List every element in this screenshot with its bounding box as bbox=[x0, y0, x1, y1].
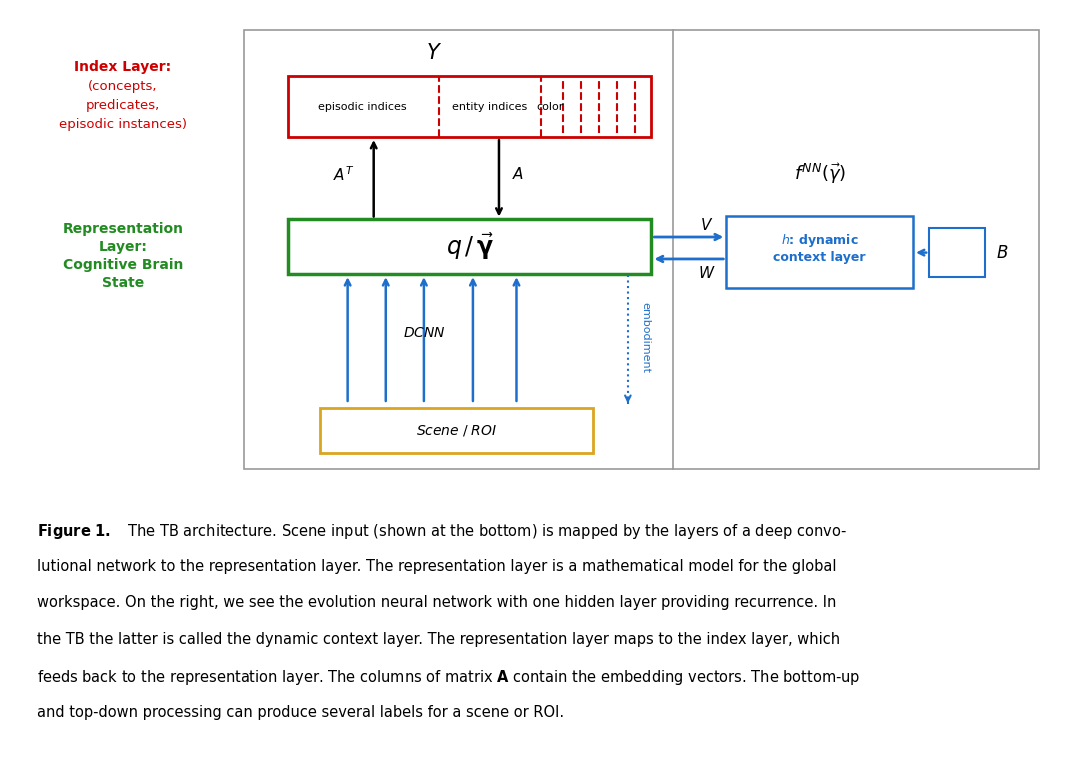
Text: entity indices: entity indices bbox=[452, 101, 528, 112]
Bar bbox=[288, 76, 651, 137]
Text: predicates,: predicates, bbox=[85, 99, 160, 113]
Bar bbox=[320, 408, 593, 453]
Bar bbox=[288, 219, 651, 274]
Text: $f^{NN}(\vec{\gamma})$: $f^{NN}(\vec{\gamma})$ bbox=[794, 162, 846, 186]
Text: the TB the latter is called the dynamic context layer. The representation layer : the TB the latter is called the dynamic … bbox=[37, 632, 841, 647]
Text: Cognitive Brain: Cognitive Brain bbox=[63, 258, 183, 272]
Text: episodic indices: episodic indices bbox=[318, 101, 407, 112]
Text: $\mathit{DCNN}$: $\mathit{DCNN}$ bbox=[403, 326, 445, 341]
Text: episodic instances): episodic instances) bbox=[59, 118, 187, 132]
Text: embodiment: embodiment bbox=[641, 302, 650, 373]
Text: $\bf{Figure\ 1.}$   The TB architecture. Scene input (shown at the bottom) is ma: $\bf{Figure\ 1.}$ The TB architecture. S… bbox=[37, 522, 847, 541]
Text: lutional network to the representation layer. The representation layer is a math: lutional network to the representation l… bbox=[37, 559, 837, 574]
Text: Layer:: Layer: bbox=[98, 240, 147, 254]
Text: $\mathit{Scene\;/\;ROI}$: $\mathit{Scene\;/\;ROI}$ bbox=[417, 423, 497, 438]
Bar bbox=[929, 228, 985, 277]
Text: $\mathit{h}$: dynamic
context layer: $\mathit{h}$: dynamic context layer bbox=[773, 232, 866, 264]
Text: and top-down processing can produce several labels for a scene or ROI.: and top-down processing can produce seve… bbox=[37, 705, 565, 720]
Text: State: State bbox=[101, 277, 144, 290]
Bar bbox=[726, 216, 913, 288]
Text: $A$: $A$ bbox=[512, 167, 524, 182]
Bar bbox=[244, 30, 1039, 469]
Text: $\mathit{W}$: $\mathit{W}$ bbox=[698, 264, 716, 280]
Text: $\mathbf{\mathit{q}}\,/\,\vec{\mathbf{\gamma}}$: $\mathbf{\mathit{q}}\,/\,\vec{\mathbf{\g… bbox=[445, 232, 494, 262]
Text: Representation: Representation bbox=[62, 222, 184, 235]
Text: Index Layer:: Index Layer: bbox=[75, 60, 171, 74]
Text: $\mathit{Y}$: $\mathit{Y}$ bbox=[425, 43, 442, 63]
Text: $\mathit{B}$: $\mathit{B}$ bbox=[995, 244, 1008, 261]
Text: feeds back to the representation layer. The columns of matrix $\bf{A}$ contain t: feeds back to the representation layer. … bbox=[37, 668, 861, 687]
Text: color: color bbox=[536, 101, 564, 112]
Text: (concepts,: (concepts, bbox=[88, 80, 158, 94]
Text: workspace. On the right, we see the evolution neural network with one hidden lay: workspace. On the right, we see the evol… bbox=[37, 595, 836, 610]
Text: $\mathit{V}$: $\mathit{V}$ bbox=[701, 217, 713, 233]
Text: $A^T$: $A^T$ bbox=[333, 165, 355, 184]
